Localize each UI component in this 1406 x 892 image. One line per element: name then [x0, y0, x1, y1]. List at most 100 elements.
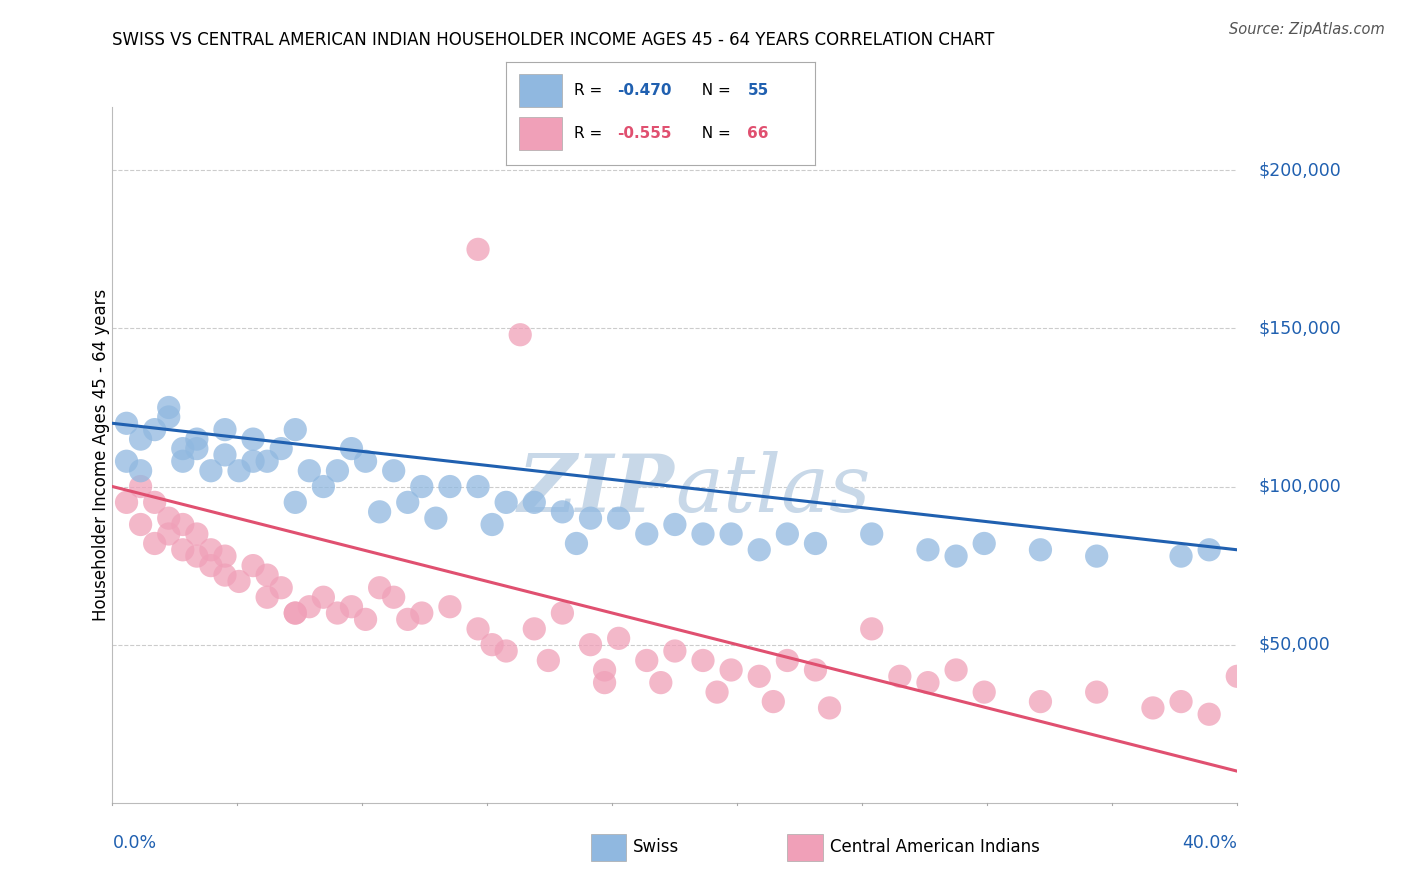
- Text: SWISS VS CENTRAL AMERICAN INDIAN HOUSEHOLDER INCOME AGES 45 - 64 YEARS CORRELATI: SWISS VS CENTRAL AMERICAN INDIAN HOUSEHO…: [112, 31, 995, 49]
- Point: [396, 495, 419, 509]
- Point: [804, 663, 827, 677]
- Point: [157, 527, 180, 541]
- Point: [1198, 707, 1220, 722]
- Bar: [519, 74, 562, 106]
- Point: [1170, 549, 1192, 563]
- Text: $200,000: $200,000: [1258, 161, 1341, 179]
- Point: [284, 495, 307, 509]
- Point: [748, 542, 770, 557]
- Point: [565, 536, 588, 550]
- Text: 66: 66: [748, 126, 769, 141]
- Point: [368, 581, 391, 595]
- Point: [326, 464, 349, 478]
- Point: [214, 549, 236, 563]
- Point: [945, 663, 967, 677]
- Point: [368, 505, 391, 519]
- Point: [200, 558, 222, 573]
- Point: [579, 638, 602, 652]
- Point: [157, 511, 180, 525]
- Point: [228, 574, 250, 589]
- Text: $50,000: $50,000: [1258, 636, 1330, 654]
- Point: [1170, 695, 1192, 709]
- Point: [636, 527, 658, 541]
- Point: [439, 479, 461, 493]
- Point: [157, 401, 180, 415]
- Point: [551, 505, 574, 519]
- Point: [340, 442, 363, 456]
- Point: [467, 479, 489, 493]
- Point: [692, 653, 714, 667]
- Point: [425, 511, 447, 525]
- Point: [256, 454, 278, 468]
- Point: [186, 549, 208, 563]
- Point: [481, 638, 503, 652]
- Point: [776, 527, 799, 541]
- Point: [607, 632, 630, 646]
- Point: [242, 454, 264, 468]
- Point: [1029, 542, 1052, 557]
- Point: [284, 606, 307, 620]
- Point: [312, 479, 335, 493]
- Point: [1226, 669, 1249, 683]
- Point: [256, 568, 278, 582]
- Point: [692, 527, 714, 541]
- Point: [354, 612, 377, 626]
- Point: [495, 495, 517, 509]
- Text: -0.555: -0.555: [617, 126, 672, 141]
- Point: [579, 511, 602, 525]
- Point: [537, 653, 560, 667]
- Point: [720, 527, 742, 541]
- Point: [1029, 695, 1052, 709]
- Point: [720, 663, 742, 677]
- Point: [860, 622, 883, 636]
- Point: [593, 675, 616, 690]
- Point: [172, 542, 194, 557]
- Point: [242, 558, 264, 573]
- Point: [762, 695, 785, 709]
- Point: [284, 423, 307, 437]
- Point: [115, 417, 138, 431]
- Point: [523, 622, 546, 636]
- Point: [129, 432, 152, 446]
- Point: [228, 464, 250, 478]
- Point: [214, 423, 236, 437]
- Point: [439, 599, 461, 614]
- Point: [186, 442, 208, 456]
- Point: [172, 454, 194, 468]
- Point: [636, 653, 658, 667]
- Y-axis label: Householder Income Ages 45 - 64 years: Householder Income Ages 45 - 64 years: [93, 289, 110, 621]
- Text: Swiss: Swiss: [633, 838, 679, 856]
- Point: [284, 606, 307, 620]
- Point: [157, 409, 180, 424]
- Point: [298, 599, 321, 614]
- Point: [411, 479, 433, 493]
- Point: [214, 448, 236, 462]
- Point: [382, 591, 405, 605]
- Point: [1142, 701, 1164, 715]
- Text: 0.0%: 0.0%: [112, 834, 156, 852]
- Text: $150,000: $150,000: [1258, 319, 1341, 337]
- Point: [973, 685, 995, 699]
- Point: [200, 542, 222, 557]
- Point: [256, 591, 278, 605]
- Point: [270, 581, 292, 595]
- Point: [411, 606, 433, 620]
- Bar: [519, 117, 562, 150]
- Point: [396, 612, 419, 626]
- Point: [242, 432, 264, 446]
- Point: [776, 653, 799, 667]
- Point: [706, 685, 728, 699]
- Point: [143, 423, 166, 437]
- Point: [129, 464, 152, 478]
- Point: [748, 669, 770, 683]
- Text: R =: R =: [574, 83, 607, 97]
- Text: N =: N =: [692, 83, 735, 97]
- Point: [186, 527, 208, 541]
- Point: [607, 511, 630, 525]
- Point: [889, 669, 911, 683]
- Text: ZIP: ZIP: [517, 451, 675, 528]
- Point: [804, 536, 827, 550]
- Point: [467, 622, 489, 636]
- Point: [1198, 542, 1220, 557]
- Point: [172, 442, 194, 456]
